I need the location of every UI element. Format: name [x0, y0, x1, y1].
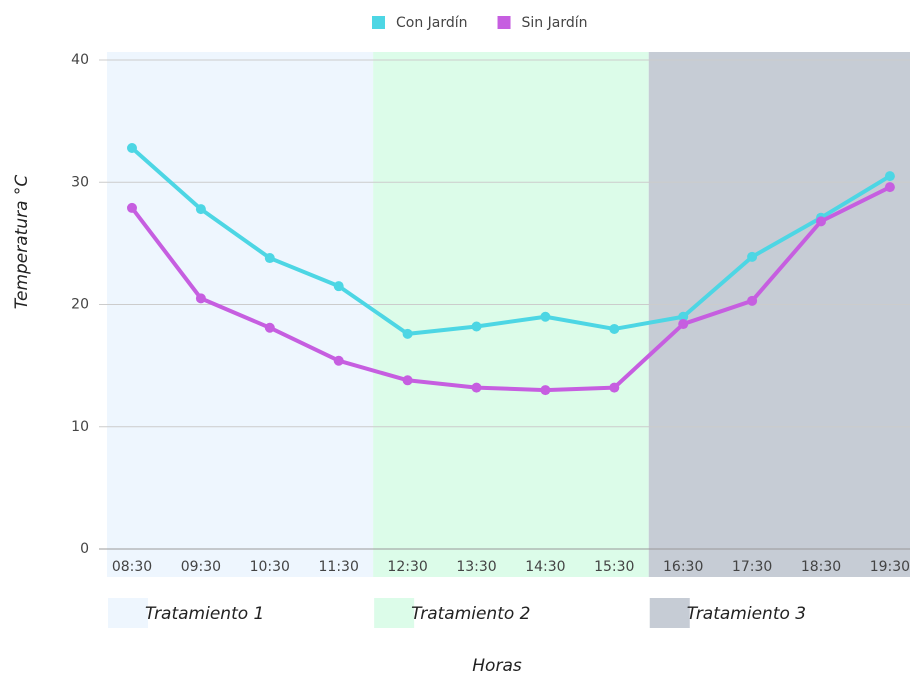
y-tick-label: 30 [71, 174, 89, 190]
data-point [816, 216, 826, 227]
data-point [333, 355, 344, 366]
x-tick-label: 17:30 [732, 559, 772, 575]
y-tick-label: 40 [71, 52, 89, 68]
data-point [609, 323, 620, 334]
region-legend-label: Tratamiento 1 [145, 604, 264, 624]
data-point [264, 322, 275, 333]
data-point [402, 375, 413, 386]
y-tick-label: 10 [71, 419, 89, 435]
x-tick-label: 09:30 [181, 559, 221, 575]
region [373, 52, 649, 577]
data-point [747, 251, 758, 262]
x-tick-label: 18:30 [801, 559, 841, 575]
region-legend-label: Tratamiento 3 [687, 604, 806, 624]
legend-swatch [372, 16, 385, 29]
x-tick-label: 13:30 [456, 559, 496, 575]
data-point [678, 311, 689, 322]
x-tick-label: 10:30 [250, 559, 290, 575]
data-point [195, 204, 206, 215]
series-line [130, 146, 891, 336]
legend-swatch [497, 16, 511, 29]
x-tick-label: 19:30 [870, 559, 910, 575]
data-point [884, 182, 895, 193]
region-legend-swatch [108, 598, 148, 628]
data-point [678, 319, 689, 330]
x-tick-label: 14:30 [525, 559, 565, 575]
region-legend-swatch [374, 598, 415, 628]
data-point [747, 295, 758, 306]
region-legend-label: Tratamiento 2 [411, 604, 530, 624]
data-point [127, 202, 137, 213]
legend-label: Con Jardín [396, 15, 468, 31]
y-tick-label: 0 [80, 541, 89, 557]
data-point [609, 382, 620, 393]
data-point [402, 328, 413, 339]
x-axis-label: Horas [472, 656, 522, 676]
data-point [195, 293, 206, 304]
x-tick-label: 11:30 [319, 559, 359, 575]
data-point [540, 385, 551, 396]
data-point [471, 382, 482, 393]
data-point [333, 281, 344, 292]
x-tick-label: 08:30 [112, 559, 152, 575]
region [648, 52, 910, 577]
x-tick-label: 15:30 [594, 559, 634, 575]
data-point [127, 143, 137, 154]
data-point [540, 311, 551, 322]
series-line [130, 185, 891, 393]
legend-label: Sin Jardín [522, 15, 588, 31]
data-point [264, 253, 275, 264]
y-tick-label: 20 [71, 297, 89, 313]
data-point [884, 171, 895, 182]
x-tick-label: 16:30 [663, 559, 703, 575]
y-axis-label: Temperatura °C [12, 175, 32, 310]
data-point [471, 321, 482, 332]
x-tick-label: 12:30 [387, 559, 427, 575]
region-legend-swatch [649, 598, 690, 628]
